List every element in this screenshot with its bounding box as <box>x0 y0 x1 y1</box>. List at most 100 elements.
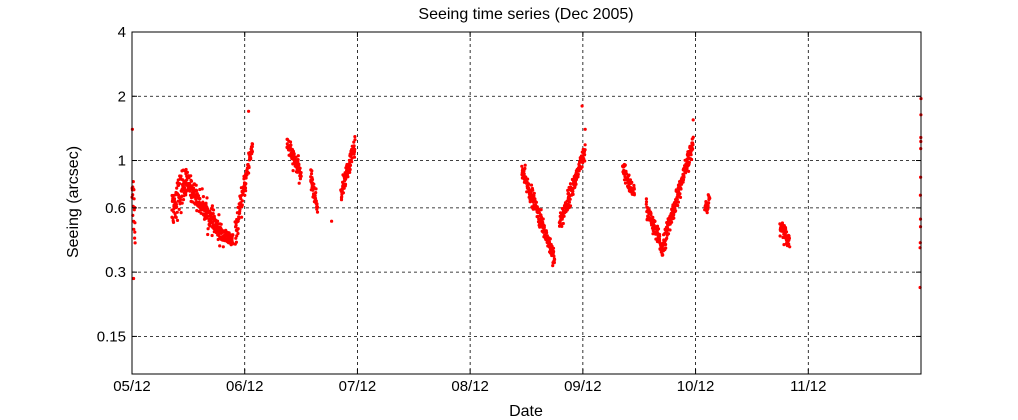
data-point <box>314 187 318 191</box>
data-point <box>352 155 357 159</box>
data-point <box>665 236 669 240</box>
data-point <box>234 240 238 244</box>
data-point <box>211 212 215 216</box>
data-point <box>315 210 320 214</box>
data-point <box>691 147 695 151</box>
data-point <box>188 181 192 186</box>
data-point <box>132 276 136 281</box>
chart-title: Seeing time series (Dec 2005) <box>418 6 633 23</box>
data-point <box>681 178 686 182</box>
data-point <box>175 186 179 190</box>
data-point <box>244 176 248 180</box>
data-point <box>562 214 566 218</box>
data-point <box>244 182 248 186</box>
data-point <box>285 142 289 146</box>
data-point <box>783 226 788 230</box>
data-point <box>174 202 178 206</box>
data-point <box>299 171 303 175</box>
data-point <box>210 233 214 238</box>
data-point <box>243 193 247 197</box>
data-point <box>183 186 187 190</box>
data-point <box>194 183 198 187</box>
x-tick-label: 09/12 <box>564 378 602 395</box>
data-point <box>534 200 539 204</box>
data-point <box>175 218 180 222</box>
data-point <box>352 140 356 144</box>
data-point <box>241 189 245 193</box>
data-point <box>655 224 660 228</box>
data-point <box>132 227 136 231</box>
data-point <box>311 188 315 192</box>
data-point <box>672 216 676 220</box>
data-point <box>644 202 648 206</box>
data-point <box>583 148 587 152</box>
data-point <box>560 224 564 228</box>
data-point <box>296 158 300 162</box>
data-point <box>580 165 584 169</box>
data-point <box>342 186 346 190</box>
data-point <box>670 220 674 224</box>
data-point <box>249 157 253 161</box>
data-point <box>574 182 578 186</box>
data-point <box>217 213 221 217</box>
data-point <box>583 127 587 131</box>
x-tick-label: 11/12 <box>790 378 826 395</box>
data-point <box>630 180 634 184</box>
data-point <box>219 222 223 226</box>
data-point <box>179 174 183 178</box>
data-point <box>551 246 556 250</box>
data-point <box>561 221 565 226</box>
data-point <box>560 217 564 221</box>
data-point <box>661 253 665 257</box>
data-point <box>314 199 318 203</box>
data-point <box>343 182 348 186</box>
data-point <box>216 219 220 223</box>
data-point <box>656 227 661 231</box>
data-point <box>353 147 357 151</box>
data-point <box>310 177 315 182</box>
data-point <box>189 179 194 183</box>
data-point <box>787 236 792 240</box>
data-point <box>918 193 923 197</box>
grid-lines <box>132 32 921 374</box>
data-point <box>782 243 786 247</box>
data-point <box>198 187 202 192</box>
data-point <box>523 166 527 171</box>
data-point <box>539 208 543 212</box>
data-point <box>679 187 683 191</box>
data-point <box>348 163 353 167</box>
data-point <box>678 192 682 196</box>
data-point <box>208 224 212 228</box>
data-point <box>218 244 222 248</box>
data-point <box>551 264 555 268</box>
data-point <box>582 157 586 161</box>
data-point <box>230 236 234 240</box>
data-point <box>583 159 587 163</box>
data-point <box>179 211 183 215</box>
data-point <box>238 207 242 211</box>
data-point <box>687 169 691 173</box>
data-point <box>346 175 350 179</box>
data-point <box>691 143 695 147</box>
data-point <box>133 221 137 225</box>
x-tick-label: 08/12 <box>451 378 489 395</box>
data-point <box>177 207 181 211</box>
data-point <box>571 192 575 196</box>
data-point <box>133 230 137 234</box>
data-point <box>205 196 209 200</box>
data-point <box>198 197 202 201</box>
data-point <box>525 190 529 194</box>
data-point <box>522 172 526 176</box>
data-point <box>350 160 354 164</box>
data-point <box>250 142 255 146</box>
data-point <box>247 165 251 170</box>
data-point <box>781 235 785 240</box>
data-point <box>577 164 582 168</box>
data-point <box>204 201 208 205</box>
data-point <box>536 214 540 218</box>
data-point <box>133 241 137 245</box>
data-point <box>653 219 657 223</box>
x-tick-label: 07/12 <box>339 378 377 395</box>
data-point <box>339 198 344 202</box>
